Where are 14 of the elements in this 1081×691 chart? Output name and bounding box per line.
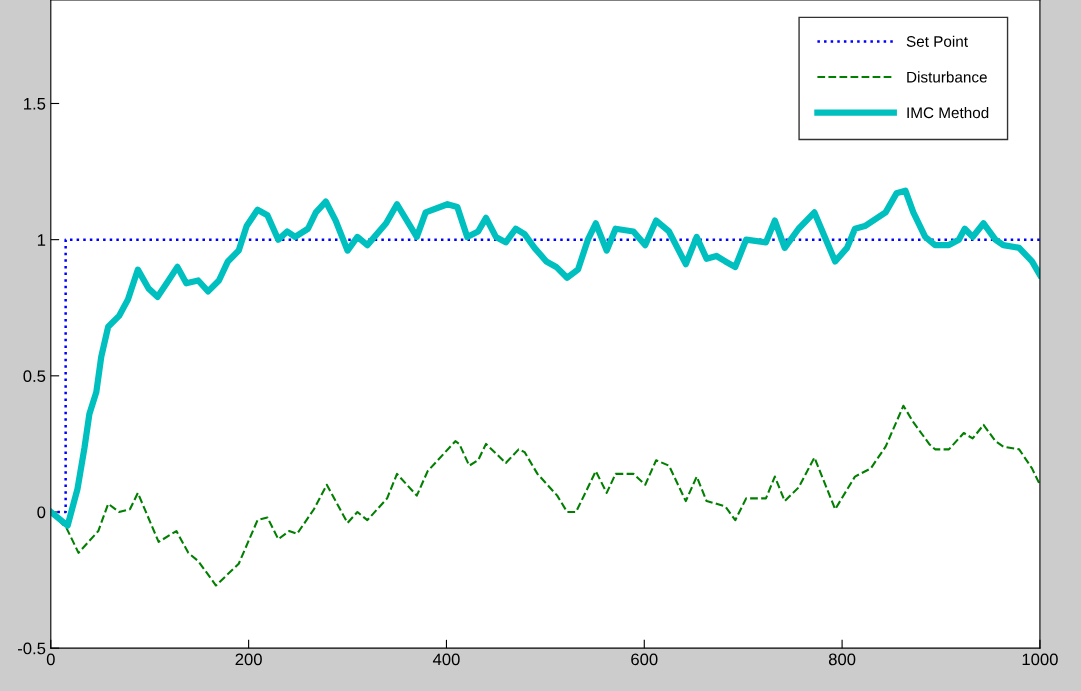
x-tick-label: 600	[631, 653, 658, 666]
y-tick-label: 1.5	[24, 98, 46, 110]
x-tick-label: 800	[828, 653, 856, 666]
legend-label: Set Point	[906, 35, 968, 47]
legend-label: Disturbance	[907, 71, 987, 83]
x-tick-label: 1000	[1022, 653, 1058, 666]
y-tick-label: 1	[37, 234, 46, 246]
x-tick-label: 200	[235, 653, 262, 666]
y-tick-label: 0	[37, 506, 46, 519]
y-tick-label: -0.5	[17, 642, 46, 655]
x-tick-label: 0	[46, 653, 55, 666]
x-tick-label: 400	[432, 653, 460, 666]
legend-label: IMC Method	[907, 106, 989, 119]
y-tick-label: 0.5	[23, 370, 46, 383]
